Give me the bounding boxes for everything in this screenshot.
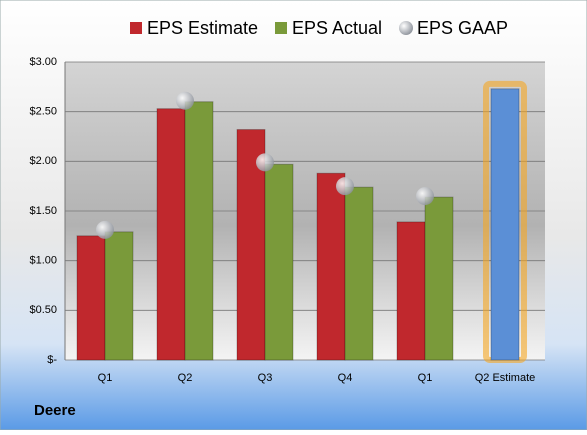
bar xyxy=(344,186,374,361)
x-tick-label: Q4 xyxy=(338,372,353,384)
legend-marker xyxy=(130,22,142,34)
bar xyxy=(490,88,520,361)
gaap-marker xyxy=(96,220,114,239)
gaap-marker xyxy=(256,153,274,172)
y-tick-label: $- xyxy=(47,354,57,366)
x-tick-label: Q1 xyxy=(418,372,433,384)
x-tick-label: Q2 xyxy=(178,372,193,384)
gaap-marker xyxy=(176,91,194,110)
legend-label: EPS Actual xyxy=(292,18,382,38)
bar xyxy=(156,108,186,361)
legend-marker xyxy=(399,21,413,35)
y-tick-label: $0.50 xyxy=(29,304,57,316)
x-tick-label: Q1 xyxy=(98,372,113,384)
bar xyxy=(76,235,106,361)
x-tick-label: Q3 xyxy=(258,372,273,384)
y-tick-label: $2.50 xyxy=(29,106,57,118)
bar xyxy=(264,163,294,361)
y-tick-label: $1.50 xyxy=(29,205,57,217)
y-tick-label: $3.00 xyxy=(29,56,57,68)
legend-label: EPS Estimate xyxy=(147,18,258,38)
legend-label: EPS GAAP xyxy=(417,18,508,38)
bar xyxy=(104,231,134,361)
gaap-marker xyxy=(416,187,434,206)
x-tick-label: Q2 Estimate xyxy=(475,372,536,384)
bar xyxy=(424,196,454,361)
y-tick-label: $1.00 xyxy=(29,255,57,267)
gaap-marker xyxy=(336,177,354,196)
legend-marker xyxy=(275,22,287,34)
y-tick-label: $2.00 xyxy=(29,155,57,167)
bar xyxy=(316,172,346,361)
bar xyxy=(396,221,426,361)
caption: Deere xyxy=(34,402,76,419)
bar xyxy=(184,101,214,361)
